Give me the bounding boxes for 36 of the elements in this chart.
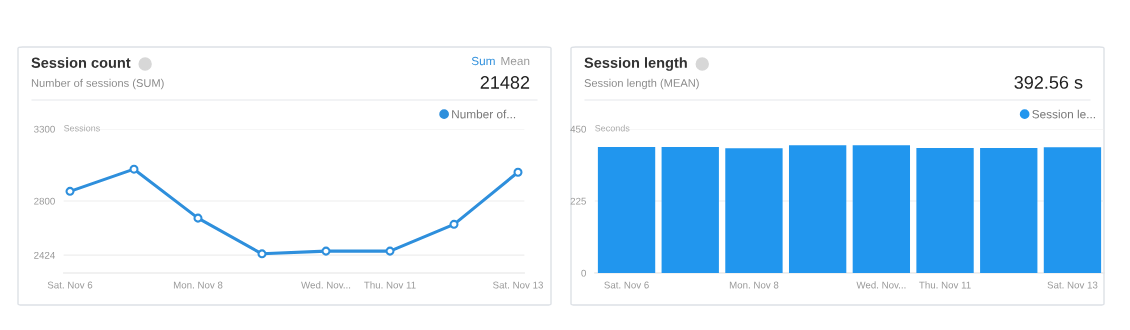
x-tick-label: Mon. Nov 8 [729, 281, 779, 289]
y-axis-title: Sessions [64, 124, 100, 132]
legend-label: Session le... [1032, 109, 1095, 119]
y-tick-label: 450 [570, 125, 586, 133]
point [513, 167, 523, 177]
x-tick-label: Sat. Nov 6 [47, 281, 93, 289]
text: Sum [471, 56, 495, 66]
y-tick-label: 0 [581, 269, 586, 277]
chart-subtitle: Session length (MEAN) [584, 78, 699, 90]
x-tick-label: Wed. Nov... [856, 281, 906, 289]
chart-title: Session length [584, 57, 687, 71]
x-tick-label: Wed. Nov... [301, 281, 351, 289]
x-tick-label: Thu. Nov 11 [364, 281, 416, 289]
point [449, 219, 459, 229]
x-tick-label: Thu. Nov 11 [919, 281, 971, 289]
y-tick-label: 2800 [34, 197, 55, 205]
y-tick-label: 2424 [34, 251, 55, 259]
x-tick-label: Sat. Nov 6 [604, 281, 649, 289]
y-axis-title: Seconds [595, 124, 630, 132]
point [193, 213, 203, 223]
y-tick-label: 3300 [34, 125, 55, 133]
legend-label: Number of... [452, 109, 516, 119]
x-tick-label: Sat. Nov 13 [493, 281, 543, 289]
y-tick-label: 225 [570, 197, 586, 205]
x-tick-label: Mon. Nov 8 [173, 281, 223, 289]
point [129, 164, 139, 174]
point [321, 246, 331, 256]
point [65, 186, 75, 196]
point [257, 249, 267, 259]
chart-subtitle: Number of sessions (SUM) [31, 78, 164, 90]
text: 21482 [480, 76, 530, 89]
text: 392.56 s [1014, 76, 1083, 89]
text: Mean [501, 56, 530, 66]
point [385, 246, 395, 256]
x-tick-label: Sat. Nov 13 [1047, 281, 1098, 289]
chart-title: Session count [31, 57, 131, 68]
